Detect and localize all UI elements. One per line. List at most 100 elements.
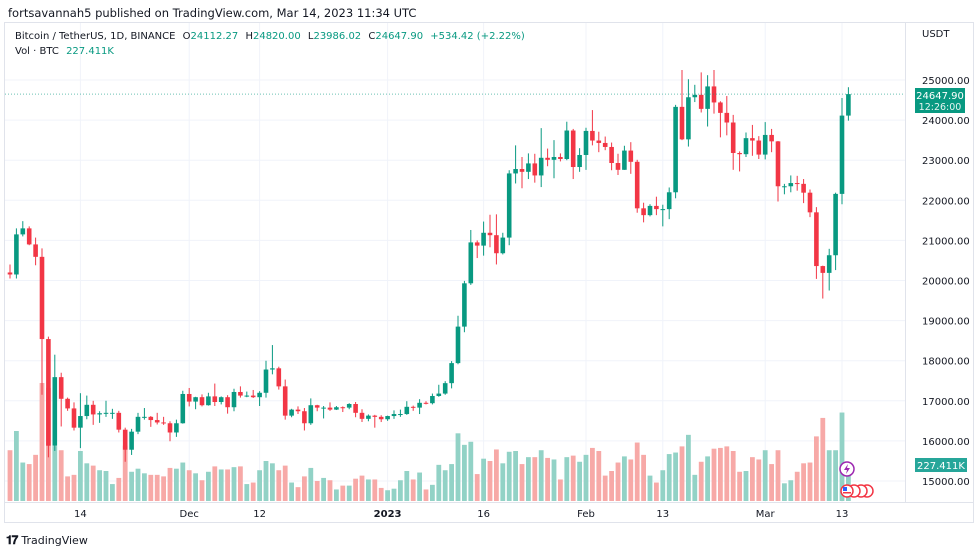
candle-body xyxy=(846,94,851,116)
volume-bar xyxy=(20,462,26,501)
volume-bar xyxy=(750,457,755,501)
candle xyxy=(609,142,614,171)
volume-value: 227.411K xyxy=(66,46,114,57)
candle xyxy=(410,405,416,411)
candle-body xyxy=(193,397,198,402)
candle-body xyxy=(622,150,627,170)
symbol-title[interactable]: Bitcoin / TetherUS, 1D, BINANCE xyxy=(15,31,176,42)
candle xyxy=(737,151,742,172)
tradingview-logo-icon[interactable]: 𝟏𝟕 xyxy=(6,533,18,547)
candle-body xyxy=(410,406,416,408)
volume-bar xyxy=(788,480,794,501)
volume-bar xyxy=(39,383,45,501)
candle-body xyxy=(602,142,608,147)
volume-bar xyxy=(679,446,685,501)
candle-body xyxy=(679,106,685,140)
currency-label: USDT xyxy=(922,29,950,40)
volume-bar xyxy=(590,447,595,501)
volume-bar xyxy=(596,451,602,501)
candle xyxy=(782,183,787,195)
volume-bars xyxy=(7,383,851,501)
volume-bar xyxy=(602,475,608,501)
volume-bar xyxy=(167,467,173,501)
candle-body xyxy=(282,386,288,416)
candle-body xyxy=(673,106,678,193)
volume-bar xyxy=(487,461,493,501)
volume-bar xyxy=(474,474,480,501)
candle xyxy=(622,145,627,170)
volume-bar xyxy=(212,466,218,501)
volume-bar xyxy=(391,488,397,501)
volume-bar xyxy=(711,448,717,501)
volume-bar xyxy=(238,466,243,501)
candle-body xyxy=(839,115,845,194)
volume-bar xyxy=(404,471,410,501)
candle xyxy=(180,390,186,424)
candle xyxy=(372,414,378,428)
volume-bar xyxy=(769,464,774,501)
candle xyxy=(666,187,672,220)
volume-bar xyxy=(481,458,486,501)
candle-body xyxy=(692,94,698,98)
candle-body xyxy=(39,256,45,340)
volume-bar xyxy=(250,482,256,501)
candle-body xyxy=(135,416,141,432)
candle-body xyxy=(289,409,294,416)
candle xyxy=(366,414,371,422)
candle xyxy=(570,128,576,180)
volume-badge: 227.411K xyxy=(915,458,967,472)
lightning-event-icon[interactable] xyxy=(839,461,855,477)
volume-bar xyxy=(295,487,301,501)
candle xyxy=(314,404,320,412)
candle xyxy=(487,214,493,248)
candle-body xyxy=(391,414,397,417)
candle xyxy=(558,153,563,162)
volume-bar xyxy=(449,464,454,501)
candle xyxy=(602,136,608,151)
candle-body xyxy=(609,146,614,164)
candle-body xyxy=(570,130,576,168)
candle-body xyxy=(750,138,755,141)
volume-bar xyxy=(14,431,19,501)
candle-body xyxy=(218,397,224,403)
candle xyxy=(212,383,218,407)
volume-bar xyxy=(705,456,710,501)
volume-bar xyxy=(218,469,224,501)
time-tick-label: 2023 xyxy=(374,509,402,520)
candles xyxy=(7,69,851,462)
candle xyxy=(775,140,781,202)
candle xyxy=(730,114,736,170)
candle xyxy=(423,401,429,405)
us-flag-event-icon[interactable] xyxy=(840,484,874,498)
candle-body xyxy=(705,86,710,109)
candle xyxy=(404,401,410,415)
candle xyxy=(282,379,288,420)
candle-body xyxy=(647,205,653,216)
volume-bar xyxy=(26,464,32,501)
candle xyxy=(724,96,730,136)
volume-bar xyxy=(58,450,64,501)
candle-body xyxy=(129,431,134,450)
time-axis-border xyxy=(5,502,973,503)
candle-body xyxy=(167,423,173,433)
volume-bar xyxy=(302,476,307,501)
volume-bar xyxy=(142,473,147,501)
candle-body xyxy=(487,232,493,236)
candle xyxy=(122,427,128,462)
candle xyxy=(257,391,262,407)
volume-bar xyxy=(762,450,768,501)
price-tick-label: 15000.00 xyxy=(922,477,970,488)
candle-body xyxy=(385,416,390,420)
volume-bar xyxy=(794,471,800,501)
volume-badge-value: 227.411K xyxy=(917,461,965,472)
low-value: 23986.02 xyxy=(313,31,362,42)
candle-body xyxy=(250,395,256,398)
countdown-timer: 12:26:00 xyxy=(919,102,962,113)
candle xyxy=(692,84,698,103)
candle xyxy=(174,419,179,437)
candle xyxy=(532,153,538,183)
time-tick-label: 13 xyxy=(836,509,849,520)
last-price-badge: 24647.90 12:26:00 xyxy=(915,88,965,113)
volume-bar xyxy=(154,474,160,501)
